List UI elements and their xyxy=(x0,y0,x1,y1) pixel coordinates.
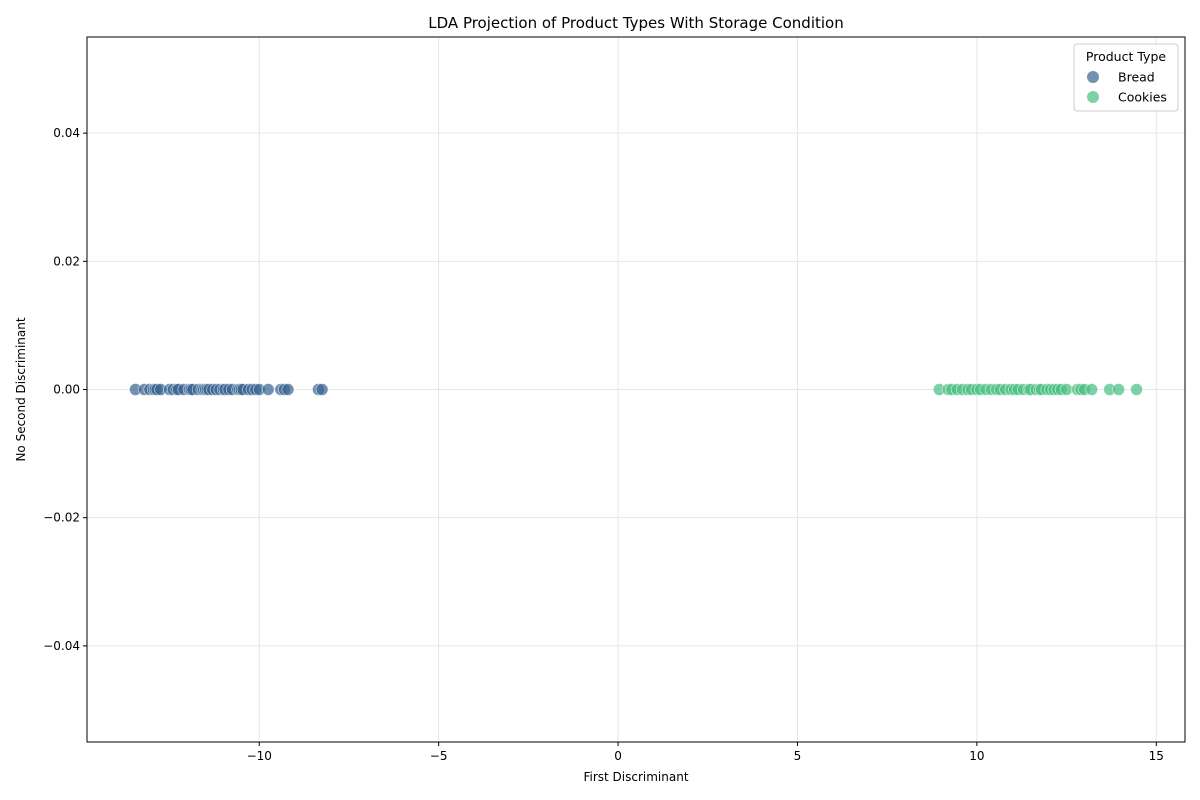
x-tick-label: 0 xyxy=(614,749,622,763)
y-tick-label: 0.00 xyxy=(53,383,80,397)
chart-title: LDA Projection of Product Types With Sto… xyxy=(428,14,843,32)
x-tick-label: 5 xyxy=(794,749,802,763)
x-tick-label: −5 xyxy=(430,749,448,763)
data-point-cookies xyxy=(1060,383,1073,396)
y-axis-ticks: −0.04 −0.02 0.00 0.02 0.04 xyxy=(43,126,87,653)
legend-title: Product Type xyxy=(1086,49,1166,64)
legend-marker-cookies xyxy=(1087,91,1099,103)
x-tick-label: 10 xyxy=(969,749,984,763)
data-point-cookies xyxy=(1085,383,1099,396)
y-tick-label: −0.02 xyxy=(43,511,80,525)
data-point-bread xyxy=(315,383,329,396)
legend-box xyxy=(1073,43,1179,112)
legend: Product Type Bread Cookies xyxy=(1073,43,1179,112)
x-axis-label: First Discriminant xyxy=(583,770,688,784)
x-axis-ticks: −10 −5 0 5 10 15 xyxy=(247,742,1164,763)
x-tick-label: 15 xyxy=(1149,749,1164,763)
data-point-cookies xyxy=(1130,383,1143,396)
y-axis-label: No Second Discriminant xyxy=(14,317,28,461)
data-points xyxy=(129,383,1143,396)
data-point-bread xyxy=(281,383,295,396)
data-point-bread xyxy=(261,383,275,396)
x-tick-label: −10 xyxy=(247,749,272,763)
data-point-cookies xyxy=(1112,383,1126,396)
legend-marker-bread xyxy=(1087,71,1099,83)
legend-label-cookies: Cookies xyxy=(1118,90,1167,105)
y-tick-label: −0.04 xyxy=(43,639,80,653)
legend-label-bread: Bread xyxy=(1118,70,1155,85)
legend-entries: Bread Cookies xyxy=(1087,70,1167,105)
y-tick-label: 0.04 xyxy=(53,126,80,140)
y-tick-label: 0.02 xyxy=(53,254,80,268)
